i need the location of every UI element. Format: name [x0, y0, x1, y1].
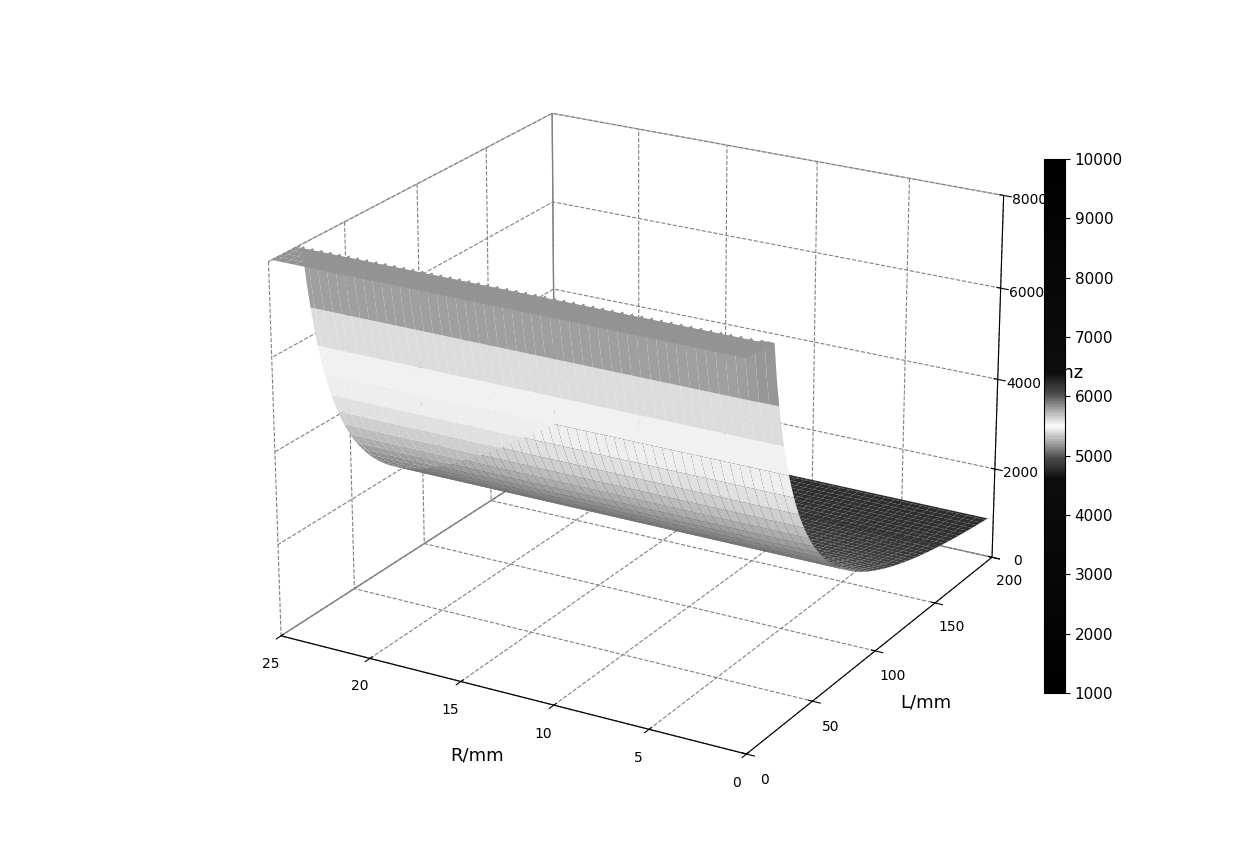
Y-axis label: L/mm: L/mm	[900, 694, 951, 711]
X-axis label: R/mm: R/mm	[450, 746, 503, 764]
